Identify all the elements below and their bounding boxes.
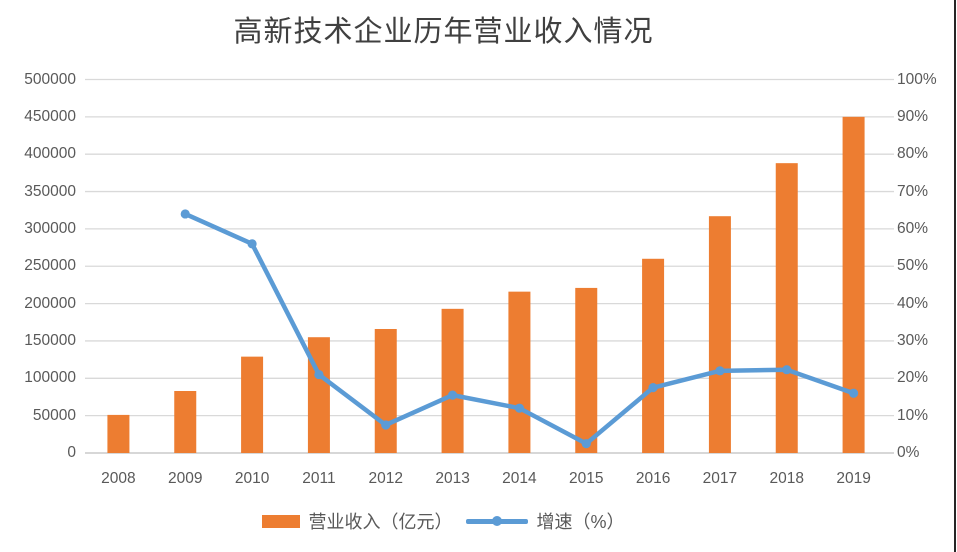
right-axis-tick-label: 10% (897, 406, 929, 424)
left-axis-tick-label: 50000 (32, 406, 76, 424)
bar-series-swatch-icon (262, 514, 301, 528)
bar-2012 (374, 328, 397, 453)
legend-label-revenue: 营业收入（亿元） (308, 512, 453, 532)
bar-2010 (241, 356, 264, 453)
x-axis-label-2012: 2012 (368, 470, 403, 487)
right-axis-tick-label: 40% (897, 294, 929, 312)
bar-2013 (441, 308, 464, 453)
bar-2019 (842, 116, 865, 453)
line-series-swatch-icon (466, 516, 529, 526)
left-axis-tick-label: 500000 (24, 70, 76, 88)
growth-point-2014 (514, 403, 525, 413)
left-axis-tick-label: 100000 (24, 369, 76, 387)
left-axis-tick-label: 350000 (24, 182, 76, 200)
legend-item-revenue: 营业收入（亿元） (262, 508, 452, 534)
x-axis-label-2010: 2010 (234, 470, 270, 487)
growth-point-2018 (782, 365, 792, 375)
right-axis-tick-label: 60% (897, 219, 929, 237)
left-axis-tick-label: 300000 (24, 219, 76, 237)
right-axis-tick-label: 80% (897, 145, 929, 163)
left-axis-tick-label: 450000 (24, 107, 76, 125)
right-axis-tick-label: 20% (897, 369, 929, 387)
bar-2009 (174, 390, 197, 453)
chart-title: 高新技术企业历年营业收入情况 (233, 16, 654, 48)
bar-2014 (508, 291, 531, 453)
x-axis-label-2016: 2016 (635, 470, 671, 487)
growth-point-2019 (848, 388, 859, 398)
x-axis-label-2019: 2019 (836, 470, 871, 487)
growth-point-2009 (180, 209, 190, 219)
right-axis-tick-label: 50% (897, 257, 929, 275)
right-axis-tick-label: 100% (897, 70, 937, 88)
x-axis-label-2015: 2015 (569, 470, 604, 487)
page-right-border (954, 0, 956, 552)
x-axis-label-2011: 2011 (302, 470, 336, 487)
legend-label-growth: 增速（%） (536, 512, 625, 532)
bar-2018 (775, 163, 798, 453)
left-axis-tick-label: 400000 (24, 145, 76, 163)
left-axis-tick-label: 150000 (24, 331, 76, 349)
left-axis-tick-label: 0 (67, 444, 76, 461)
right-axis-tick-label: 30% (897, 331, 929, 349)
x-axis-label-2018: 2018 (769, 470, 804, 487)
right-axis-tick-label: 90% (897, 107, 929, 125)
x-axis-label-2008: 2008 (101, 470, 136, 487)
left-axis-tick-label: 200000 (24, 294, 76, 312)
right-axis-tick-label: 0% (897, 444, 920, 461)
legend-item-growth: 增速（%） (466, 508, 625, 534)
bar-2017 (708, 216, 731, 453)
x-axis-label-2017: 2017 (702, 470, 738, 487)
x-axis-label-2014: 2014 (502, 470, 537, 487)
growth-point-2013 (447, 390, 458, 400)
growth-point-2017 (715, 366, 725, 376)
growth-point-2010 (247, 239, 257, 249)
x-axis-label-2013: 2013 (435, 470, 470, 487)
growth-point-2015 (581, 439, 591, 449)
bar-2016 (642, 258, 665, 453)
right-axis-tick-label: 70% (897, 182, 929, 200)
growth-point-2012 (381, 420, 391, 430)
growth-point-2011 (314, 369, 324, 380)
legend: 营业收入（亿元） 增速（%） (0, 507, 887, 535)
x-axis-label-2009: 2009 (168, 470, 203, 487)
bar-2015 (575, 287, 598, 453)
bar-2008 (107, 414, 130, 453)
growth-point-2016 (648, 383, 658, 393)
left-axis-tick-label: 250000 (24, 257, 76, 275)
